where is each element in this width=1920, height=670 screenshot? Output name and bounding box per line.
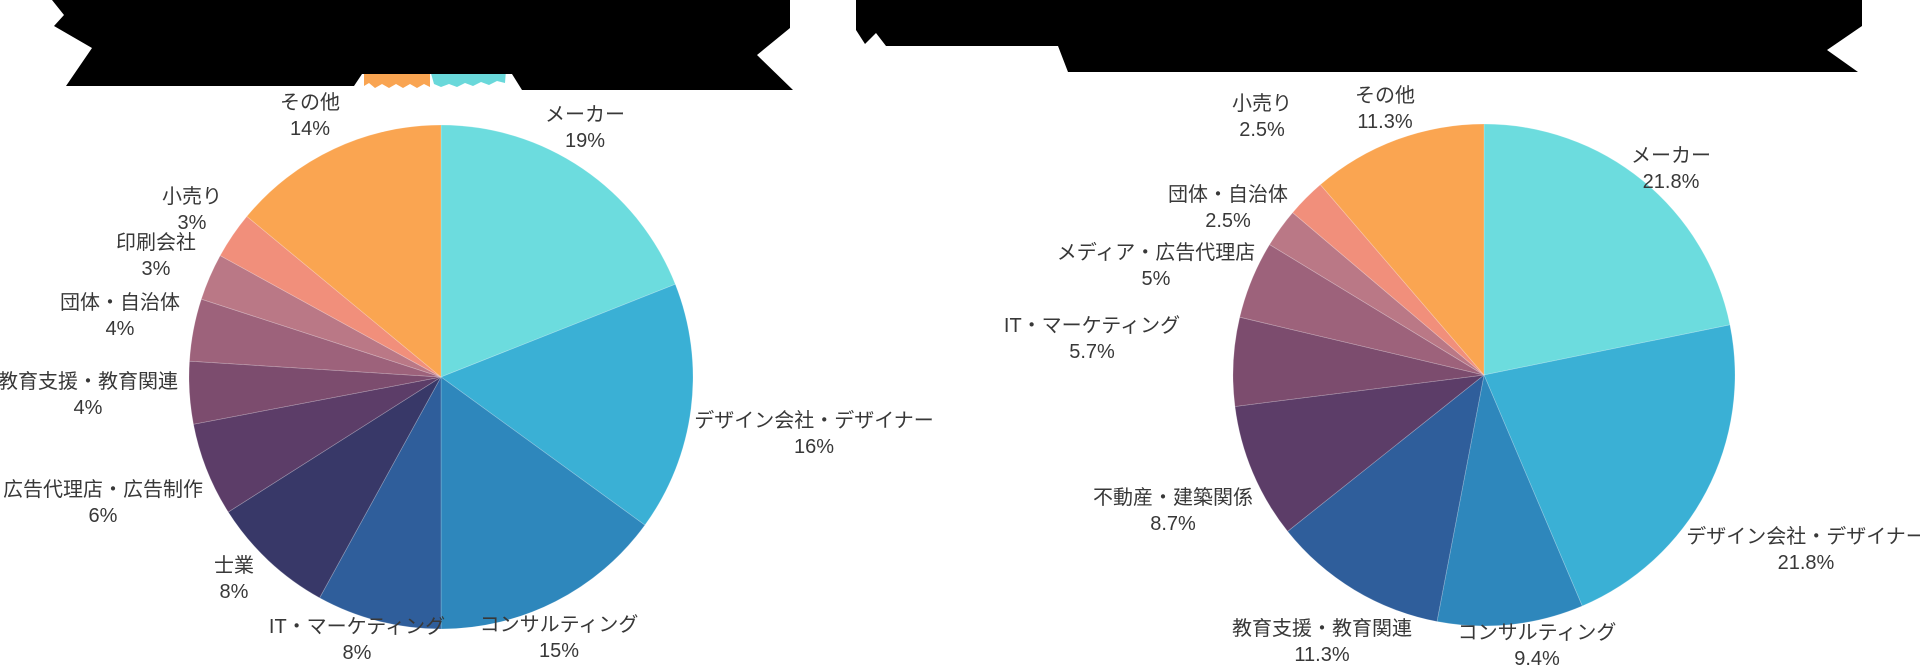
pie1-slice-8 [200,255,442,378]
slice-category: メーカー [545,104,625,126]
pie1-slice-label-10: その他 14% [280,90,340,142]
redacted-title-left [52,0,793,90]
slice-category: 教育支援・教育関連 [0,371,178,393]
pie2-slice-3 [1287,374,1485,622]
pie1-slice-3 [319,376,442,630]
pie2-slice-7 [1269,212,1485,376]
pie1-slice-1 [440,283,694,526]
slice-category: 士業 [214,555,254,577]
pie1-slice-label-6: 教育支援・教育関連 4% [0,369,178,421]
slice-category: IT・マーケティング [268,616,446,638]
slice-category: 小売り [162,186,222,208]
slice-percent: 8% [342,642,372,664]
pie1-slice-label-1: デザイン会社・デザイナー 16% [694,408,934,460]
chart-fragment-orange [364,70,430,88]
pie1-slice-label-5: 広告代理店・広告制作 6% [3,477,203,529]
slice-category: デザイン会社・デザイナー [694,410,934,432]
slice-category: その他 [1355,85,1415,107]
pie2-slice-9 [1319,123,1485,377]
slice-percent: 9.4% [1514,648,1560,670]
slice-category: IT・マーケティング [1003,315,1181,337]
slice-category: 団体・自治体 [60,292,180,314]
pie1-slice-5 [193,376,442,513]
slice-percent: 15% [538,640,580,662]
pie1-slice-label-9: 小売り 3% [162,184,222,236]
slice-percent: 3% [141,258,171,280]
pie2-slice-5 [1232,316,1485,407]
slice-category: メーカー [1631,145,1711,167]
pie1-slice-7 [189,298,442,378]
slice-percent: 8% [219,581,249,603]
slice-percent: 6% [88,505,118,527]
pie2-slice-label-1: デザイン会社・デザイナー 21.8% [1686,524,1920,576]
slice-percent: 4% [73,397,103,419]
slice-percent: 21.8% [1642,171,1700,193]
pie2-slice-label-2: コンサルティング 9.4% [1458,620,1617,670]
pie-slices-group [188,123,1736,630]
pie2-slice-label-8: 小売り 2.5% [1232,91,1292,143]
pie1-slice-label-3: IT・マーケティング 8% [269,614,445,666]
pie2-slice-label-3: 教育支援・教育関連 11.3% [1232,616,1412,668]
pie2-slice-2 [1436,373,1583,627]
slice-category: デザイン会社・デザイナー [1686,526,1920,548]
pie2-slice-label-7: 団体・自治体 2.5% [1168,182,1288,234]
slice-category: コンサルティング [1457,622,1617,644]
slice-category: その他 [280,92,340,114]
slice-percent: 16% [793,436,835,458]
redacted-title-right [856,0,1862,72]
pie2-slice-8 [1292,184,1485,376]
slice-percent: 5% [1141,268,1171,290]
slice-category: メディア・広告代理店 [1056,242,1256,264]
slice-percent: 2.5% [1205,210,1251,232]
slice-percent: 19% [564,130,606,152]
pie2-slice-label-0: メーカー 21.8% [1631,143,1711,195]
slice-category: 団体・自治体 [1168,184,1288,206]
slice-percent: 14% [289,118,331,140]
pie2-slice-label-6: メディア・広告代理店 5% [1057,240,1256,292]
pie1-slice-6 [188,360,442,425]
pie2-slice-4 [1234,374,1486,532]
pie1-slice-10 [246,124,442,378]
slice-category: 不動産・建築関係 [1093,487,1253,509]
pie1-slice-2 [440,376,646,630]
pie2-slice-label-5: IT・マーケティング 5.7% [1004,313,1180,365]
pie1-slice-4 [227,376,442,599]
slice-percent: 11.3% [1357,111,1413,133]
pie1-slice-9 [219,215,442,378]
pie1-slice-label-0: メーカー 19% [545,102,625,154]
slice-percent: 5.7% [1069,341,1115,363]
slice-percent: 4% [105,318,135,340]
chart-fragment-cyan [430,70,506,87]
slice-percent: 11.3% [1294,644,1350,666]
slice-category: 小売り [1232,93,1292,115]
slice-category: 教育支援・教育関連 [1232,618,1412,640]
pie2-slice-1 [1483,324,1736,607]
slice-percent: 21.8% [1777,552,1835,574]
slice-category: コンサルティング [479,614,639,636]
pie1-slice-label-2: コンサルティング 15% [480,612,639,664]
pie2-slice-label-4: 不動産・建築関係 8.7% [1093,485,1253,537]
slice-percent: 2.5% [1239,119,1285,141]
pie1-slice-label-8: 印刷会社 3% [116,230,196,282]
pie2-slice-label-9: その他 11.3% [1355,83,1415,135]
pie1-slice-label-7: 団体・自治体 4% [60,290,180,342]
pie2-slice-0 [1483,123,1731,376]
pie1-slice-0 [440,124,676,378]
slice-category: 印刷会社 [116,232,196,254]
pie1-slice-label-4: 士業 8% [214,553,254,605]
slice-category: 広告代理店・広告制作 [3,479,203,501]
pie2-slice-6 [1239,244,1485,376]
slice-percent: 8.7% [1150,513,1196,535]
slice-percent: 3% [177,212,207,234]
